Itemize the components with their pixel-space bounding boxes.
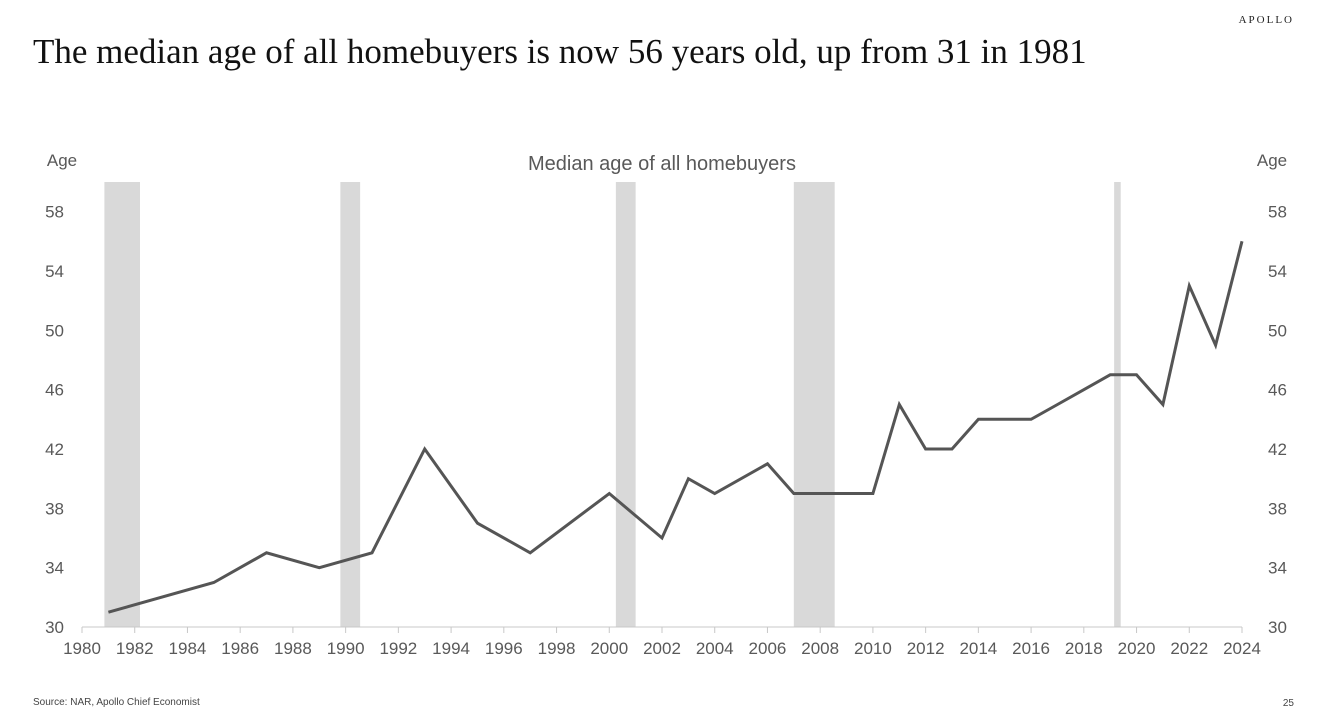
x-tick-2024: 2024 [1223,639,1261,658]
y-tick-left-38: 38 [45,499,64,518]
y-tick-right-38: 38 [1268,499,1287,518]
y-tick-left-50: 50 [45,321,64,340]
y-tick-right-46: 46 [1268,381,1287,400]
y-tick-left-42: 42 [45,440,64,459]
y-tick-right-42: 42 [1268,440,1287,459]
x-axis: 1980 1982 1984 1986 1988 1990 1992 1994 1996 1998… [63,627,1261,658]
x-tick-1996: 1996 [485,639,523,658]
x-tick-2020: 2020 [1118,639,1156,658]
y-tick-right-50: 50 [1268,321,1287,340]
x-tick-2012: 2012 [907,639,945,658]
x-tick-2002: 2002 [643,639,681,658]
y-tick-left-30: 30 [45,618,64,637]
x-tick-2014: 2014 [959,639,997,658]
y-tick-right-30: 30 [1268,618,1287,637]
x-tick-2006: 2006 [749,639,787,658]
y-tick-left-58: 58 [45,203,64,222]
recession-band-2 [616,182,636,627]
x-tick-1990: 1990 [327,639,365,658]
x-tick-1992: 1992 [379,639,417,658]
recession-band-4 [1114,182,1121,627]
x-tick-2016: 2016 [1012,639,1050,658]
x-tick-2018: 2018 [1065,639,1103,658]
y-tick-right-34: 34 [1268,559,1287,578]
page-number: 25 [1283,698,1294,709]
x-tick-1984: 1984 [169,639,207,658]
y-axis-left: 30 34 38 42 46 50 54 58 [45,203,64,637]
x-tick-1986: 1986 [221,639,259,658]
x-tick-2010: 2010 [854,639,892,658]
x-tick-2022: 2022 [1170,639,1208,658]
y-axis-label-left: Age [47,151,77,170]
x-tick-1998: 1998 [538,639,576,658]
x-tick-1988: 1988 [274,639,312,658]
chart-title: Median age of all homebuyers [528,153,796,175]
y-tick-left-46: 46 [45,381,64,400]
x-tick-2004: 2004 [696,639,734,658]
x-tick-1980: 1980 [63,639,101,658]
recession-bands [104,182,1120,627]
x-tick-1994: 1994 [432,639,470,658]
x-tick-1982: 1982 [116,639,154,658]
y-tick-right-54: 54 [1268,262,1287,281]
recession-band-3 [794,182,835,627]
y-axis-right: 30 34 38 42 46 50 54 58 [1268,203,1287,637]
x-tick-2000: 2000 [590,639,628,658]
y-tick-left-34: 34 [45,559,64,578]
y-axis-label-right: Age [1257,151,1287,170]
source-note: Source: NAR, Apollo Chief Economist [33,697,200,708]
series-layer [108,241,1242,612]
x-tick-2008: 2008 [801,639,839,658]
series-line-0 [108,241,1242,612]
y-tick-right-58: 58 [1268,203,1287,222]
y-tick-left-54: 54 [45,262,64,281]
recession-band-0 [104,182,140,627]
